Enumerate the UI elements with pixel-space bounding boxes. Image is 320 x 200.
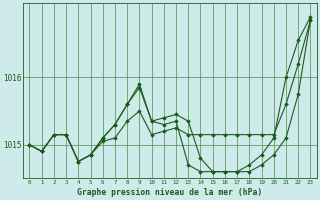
- X-axis label: Graphe pression niveau de la mer (hPa): Graphe pression niveau de la mer (hPa): [77, 188, 263, 197]
